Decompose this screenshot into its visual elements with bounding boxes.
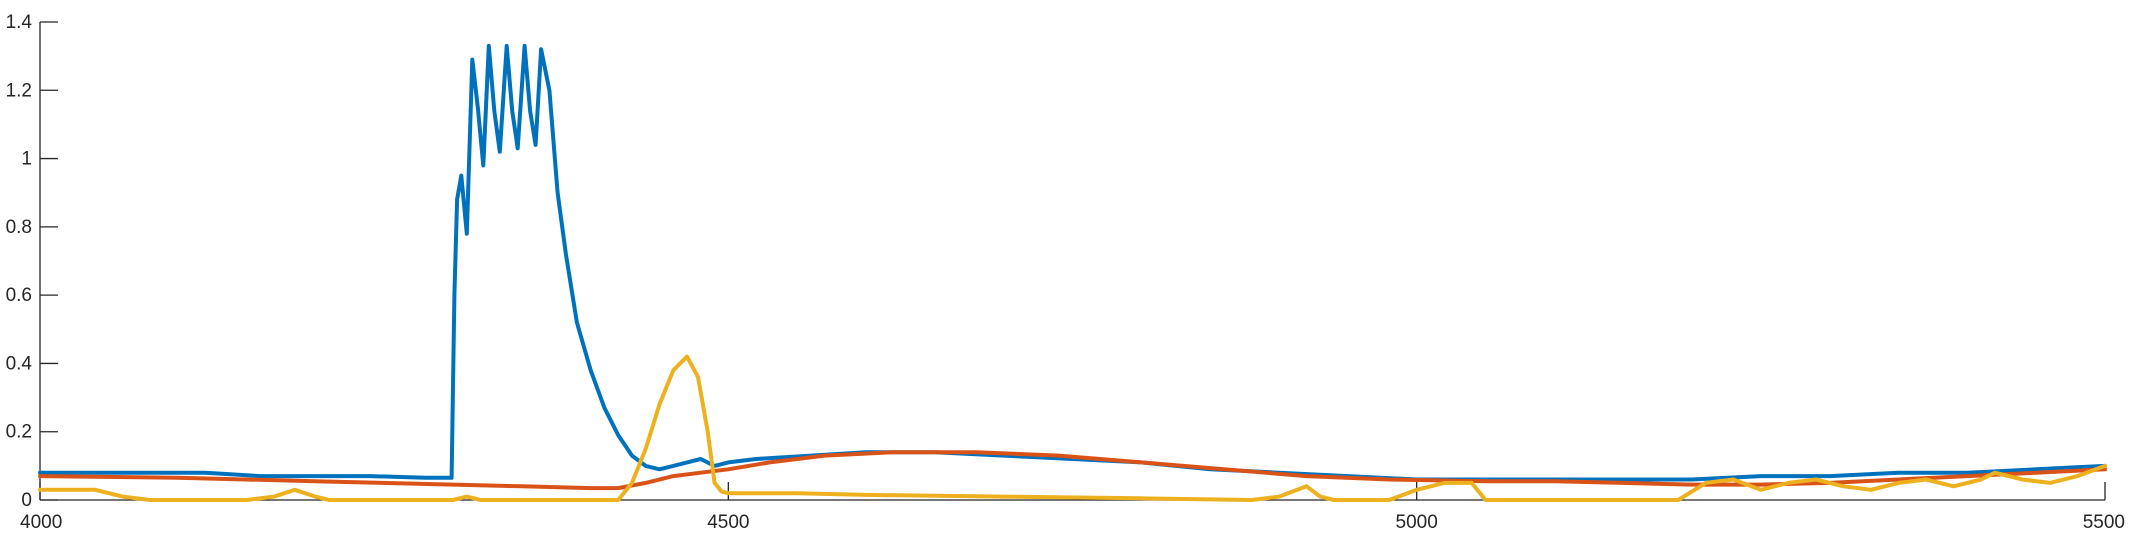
axes [39,21,2106,501]
series-line-2 [38,450,2107,491]
x-tick-label: 5000 [1396,512,1438,533]
y-tick-label: 1.2 [6,80,32,101]
series-line-3 [38,354,2107,502]
y-tick-label: 0.8 [6,217,32,238]
y-tick-label: 0.6 [6,285,32,306]
x-tick-label: 5500 [2083,512,2125,533]
y-tick-label: 0 [21,490,32,511]
y-tick-label: 1.4 [6,12,33,33]
y-tick-label: 1 [21,149,32,170]
tick-labels: 0 0.2 0.4 0.6 0.8 1 1.2 1.4 4000 4500 5000 5500 [6,12,2125,533]
x-tick-label: 4000 [20,512,62,533]
x-tick-label: 4500 [707,512,749,533]
y-tick-label: 0.4 [6,353,33,374]
plot-lines [38,43,2107,502]
series-line-1 [38,43,2107,482]
y-tick-label: 0.2 [6,422,32,443]
